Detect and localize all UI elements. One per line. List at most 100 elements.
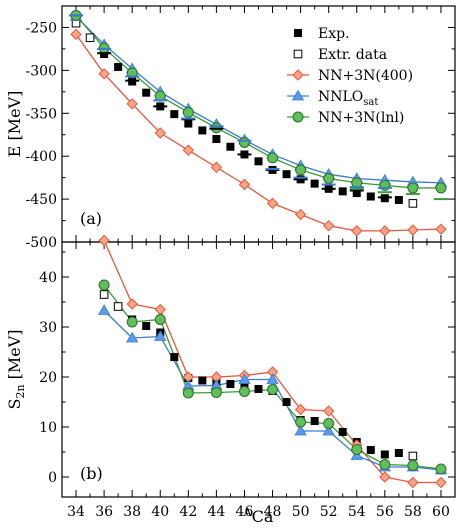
point-lnl <box>98 279 110 291</box>
point-nn400 <box>407 224 419 236</box>
point-nn400 <box>435 476 447 489</box>
point-exp <box>226 380 235 388</box>
point-lnl <box>379 459 391 470</box>
point-exp <box>212 135 221 144</box>
point-nn400 <box>379 225 391 237</box>
point-lnl <box>351 444 363 455</box>
point-exp <box>226 142 235 151</box>
point-nnlosat <box>125 331 139 343</box>
point-lnl <box>407 460 419 471</box>
y-tick-label: -500 <box>26 235 57 251</box>
point-lnl <box>154 314 166 325</box>
point-lnl <box>295 164 307 176</box>
point-nn400 <box>379 471 391 483</box>
legend: Exp. Extr. data NN+3N(400) NNLOsat NN+3N(lnl… <box>287 26 413 126</box>
y-tick-label: 40 <box>39 270 57 286</box>
point-exp <box>282 398 291 406</box>
point-exp <box>394 449 403 457</box>
point-exp <box>338 428 347 436</box>
legend-marker-exp <box>294 29 302 37</box>
x-tick-label: 34 <box>67 504 85 520</box>
legend-label-exp: Exp. <box>318 26 350 42</box>
point-nn400 <box>154 127 166 139</box>
x-axis-label: ACa <box>243 506 274 526</box>
point-lnl <box>407 182 419 194</box>
point-extr <box>85 33 95 43</box>
y-tick-label: 0 <box>48 470 57 486</box>
point-nn400 <box>294 403 307 416</box>
point-lnl <box>210 387 222 398</box>
point-exp <box>310 179 319 188</box>
x-tick-label: 40 <box>151 504 169 520</box>
point-lnl <box>295 416 307 428</box>
point-nn400 <box>98 68 110 80</box>
point-nnlosat <box>154 330 167 341</box>
point-extr <box>408 451 418 461</box>
point-exp <box>366 192 375 201</box>
x-tick-label: 52 <box>320 504 338 520</box>
legend-label-lnl: NN+3N(lnl) <box>318 110 404 126</box>
panel-label: (b) <box>80 464 103 483</box>
point-exp <box>352 189 361 198</box>
x-tick-label: 48 <box>264 504 282 520</box>
point-exp <box>310 417 319 425</box>
x-tick-label: 38 <box>123 504 141 520</box>
point-exp <box>254 157 263 166</box>
series-line-nn400 <box>103 240 441 484</box>
point-exp <box>254 385 263 393</box>
point-nn400 <box>435 223 447 235</box>
y-tick-label: -300 <box>26 63 57 79</box>
point-lnl <box>238 386 250 397</box>
point-exp <box>380 450 389 459</box>
legend-label-extr: Extr. data <box>318 47 387 63</box>
point-exp <box>338 187 347 196</box>
point-exp <box>142 322 151 330</box>
point-exp <box>282 170 291 179</box>
point-nnlosat <box>266 373 279 384</box>
point-exp <box>170 110 179 119</box>
legend-marker-nnlosat <box>291 89 305 101</box>
x-tick-label: 36 <box>95 504 113 520</box>
x-tick-label: 54 <box>348 504 366 520</box>
panel-label: (a) <box>80 209 102 228</box>
point-extr <box>408 199 418 208</box>
panel-a: -250-300-350-400-450-500(a)E [MeV]Exp.Ex… <box>5 5 456 251</box>
point-nn400 <box>407 476 419 489</box>
point-exp <box>184 119 193 128</box>
y-tick-label: 30 <box>39 320 57 336</box>
y-tick-label: -250 <box>26 20 57 36</box>
point-nnlosat <box>322 424 335 436</box>
point-lnl <box>267 152 279 164</box>
legend-marker-extr <box>293 49 303 59</box>
point-nnlosat <box>294 424 307 436</box>
y-tick-label: 10 <box>39 420 57 436</box>
point-exp <box>198 376 207 385</box>
point-lnl <box>182 106 194 118</box>
point-nn400 <box>182 144 195 156</box>
x-tick-label: 42 <box>179 504 197 520</box>
legend-label-nnlosat: NNLOsat <box>318 89 378 108</box>
point-lnl <box>182 387 194 399</box>
point-nn400 <box>294 208 307 221</box>
point-extr <box>113 302 123 311</box>
point-nn400 <box>266 197 279 210</box>
point-nn400 <box>126 98 138 110</box>
point-nn400 <box>70 28 82 41</box>
y-tick-label: -400 <box>26 149 57 165</box>
point-nn400 <box>322 405 335 417</box>
point-lnl <box>323 418 335 429</box>
point-exp <box>366 446 375 454</box>
y-tick-label: 20 <box>39 370 57 386</box>
point-nn400 <box>210 161 223 174</box>
x-tick-label: 50 <box>292 504 310 520</box>
point-exp <box>170 353 179 361</box>
point-lnl <box>126 316 138 328</box>
point-extr <box>99 290 109 299</box>
point-exp <box>114 62 123 71</box>
y-tick-label: -450 <box>26 192 57 208</box>
legend-marker-nn400 <box>292 69 304 81</box>
x-tick-label: 56 <box>376 504 394 520</box>
point-lnl <box>267 384 279 395</box>
point-exp <box>142 88 151 97</box>
